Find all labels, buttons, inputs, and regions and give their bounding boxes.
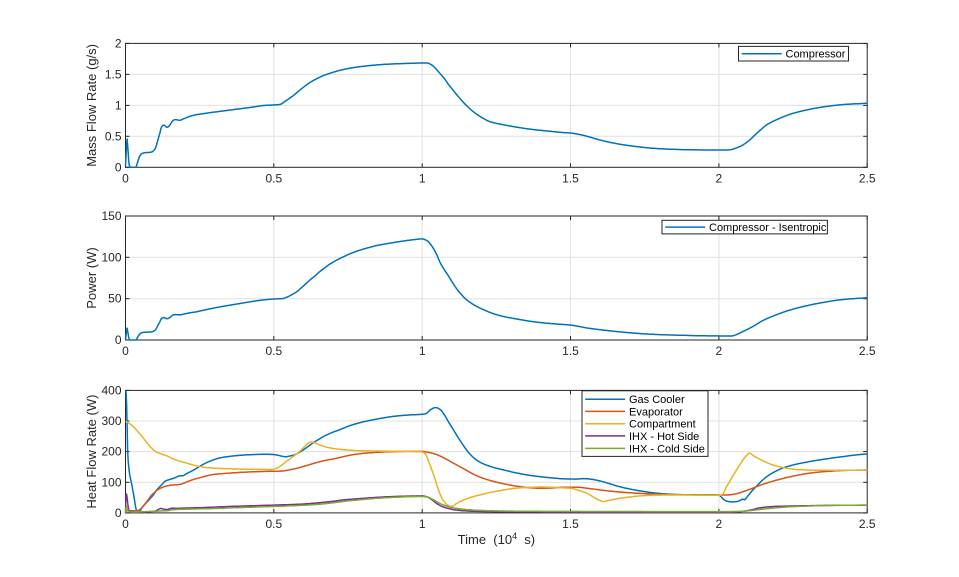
- svg-text:0: 0: [122, 171, 129, 185]
- svg-text:2.5: 2.5: [859, 344, 876, 358]
- svg-text:150: 150: [101, 209, 121, 223]
- svg-text:1: 1: [419, 171, 426, 185]
- svg-text:0.5: 0.5: [265, 171, 282, 185]
- svg-text:400: 400: [101, 383, 121, 397]
- svg-text:0: 0: [115, 506, 122, 520]
- svg-text:0: 0: [115, 160, 122, 174]
- svg-text:50: 50: [108, 292, 122, 306]
- svg-text:0.5: 0.5: [105, 129, 122, 143]
- svg-text:2.5: 2.5: [859, 171, 876, 185]
- svg-text:0: 0: [122, 517, 129, 531]
- svg-text:Gas Cooler: Gas Cooler: [629, 394, 685, 406]
- svg-text:100: 100: [101, 250, 121, 264]
- svg-text:1.5: 1.5: [105, 67, 122, 81]
- svg-text:2: 2: [716, 344, 723, 358]
- svg-text:1: 1: [115, 98, 122, 112]
- svg-text:1.5: 1.5: [562, 171, 579, 185]
- svg-text:2.5: 2.5: [859, 517, 876, 531]
- svg-text:Evaporator: Evaporator: [629, 406, 683, 418]
- svg-text:1.5: 1.5: [562, 344, 579, 358]
- svg-text:2: 2: [115, 36, 122, 50]
- svg-text:Time (104 s): Time (104 s): [458, 531, 536, 547]
- svg-text:IHX - Hot Side: IHX - Hot Side: [629, 431, 699, 443]
- svg-text:Compressor - Isentropic: Compressor - Isentropic: [709, 222, 827, 234]
- svg-text:Power (W): Power (W): [84, 247, 99, 308]
- svg-text:200: 200: [101, 445, 121, 459]
- svg-text:0: 0: [122, 344, 129, 358]
- svg-text:Compressor: Compressor: [786, 49, 846, 61]
- svg-text:Compartment: Compartment: [629, 419, 696, 431]
- svg-text:Heat Flow Rate (W): Heat Flow Rate (W): [84, 395, 99, 509]
- svg-text:IHX - Cold Side: IHX - Cold Side: [629, 443, 705, 455]
- svg-text:Mass Flow Rate (g/s): Mass Flow Rate (g/s): [84, 44, 99, 167]
- svg-text:1.5: 1.5: [562, 517, 579, 531]
- svg-text:2: 2: [716, 171, 723, 185]
- svg-text:100: 100: [101, 475, 121, 489]
- svg-text:0: 0: [115, 333, 122, 347]
- svg-text:1: 1: [419, 517, 426, 531]
- svg-text:2: 2: [716, 517, 723, 531]
- svg-text:0.5: 0.5: [265, 517, 282, 531]
- svg-text:0.5: 0.5: [265, 344, 282, 358]
- svg-text:300: 300: [101, 414, 121, 428]
- svg-text:1: 1: [419, 344, 426, 358]
